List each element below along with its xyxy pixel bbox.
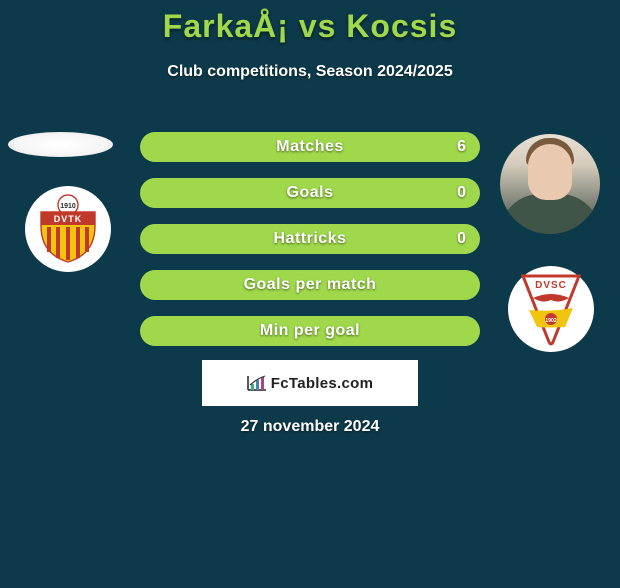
player-left-avatar — [8, 132, 113, 157]
stat-row-goals-per-match: Goals per match — [140, 270, 480, 300]
stat-row-matches: Matches 6 — [140, 132, 480, 162]
svg-text:DVSC: DVSC — [535, 280, 567, 291]
page-title: FarkaÅ¡ vs Kocsis — [0, 8, 620, 45]
stat-row-min-per-goal: Min per goal — [140, 316, 480, 346]
svg-text:1902: 1902 — [545, 318, 557, 324]
stat-label: Goals — [140, 184, 480, 202]
stat-label: Goals per match — [140, 276, 480, 294]
dvsc-badge-icon: DVSC 1902 — [519, 272, 583, 346]
stats-container: Matches 6 Goals 0 Hattricks 0 Goals per … — [140, 132, 480, 362]
stat-label: Hattricks — [140, 230, 480, 248]
dvtk-badge-icon: 1910 DVTK — [33, 194, 103, 264]
stat-row-hattricks: Hattricks 0 — [140, 224, 480, 254]
date-label: 27 november 2024 — [0, 418, 620, 436]
stat-label: Min per goal — [140, 322, 480, 340]
stat-value: 0 — [457, 230, 466, 248]
svg-text:DVTK: DVTK — [54, 214, 83, 224]
svg-text:1910: 1910 — [60, 203, 76, 210]
player-right-avatar — [500, 134, 600, 234]
stat-row-goals: Goals 0 — [140, 178, 480, 208]
stat-value: 0 — [457, 184, 466, 202]
fctables-label: FcTables.com — [271, 375, 374, 392]
club-left-badge: 1910 DVTK — [25, 186, 111, 272]
stat-label: Matches — [140, 138, 480, 156]
bar-chart-icon — [247, 375, 267, 391]
fctables-banner[interactable]: FcTables.com — [202, 360, 418, 406]
page-subtitle: Club competitions, Season 2024/2025 — [0, 63, 620, 81]
club-right-badge: DVSC 1902 — [508, 266, 594, 352]
stat-value: 6 — [457, 138, 466, 156]
